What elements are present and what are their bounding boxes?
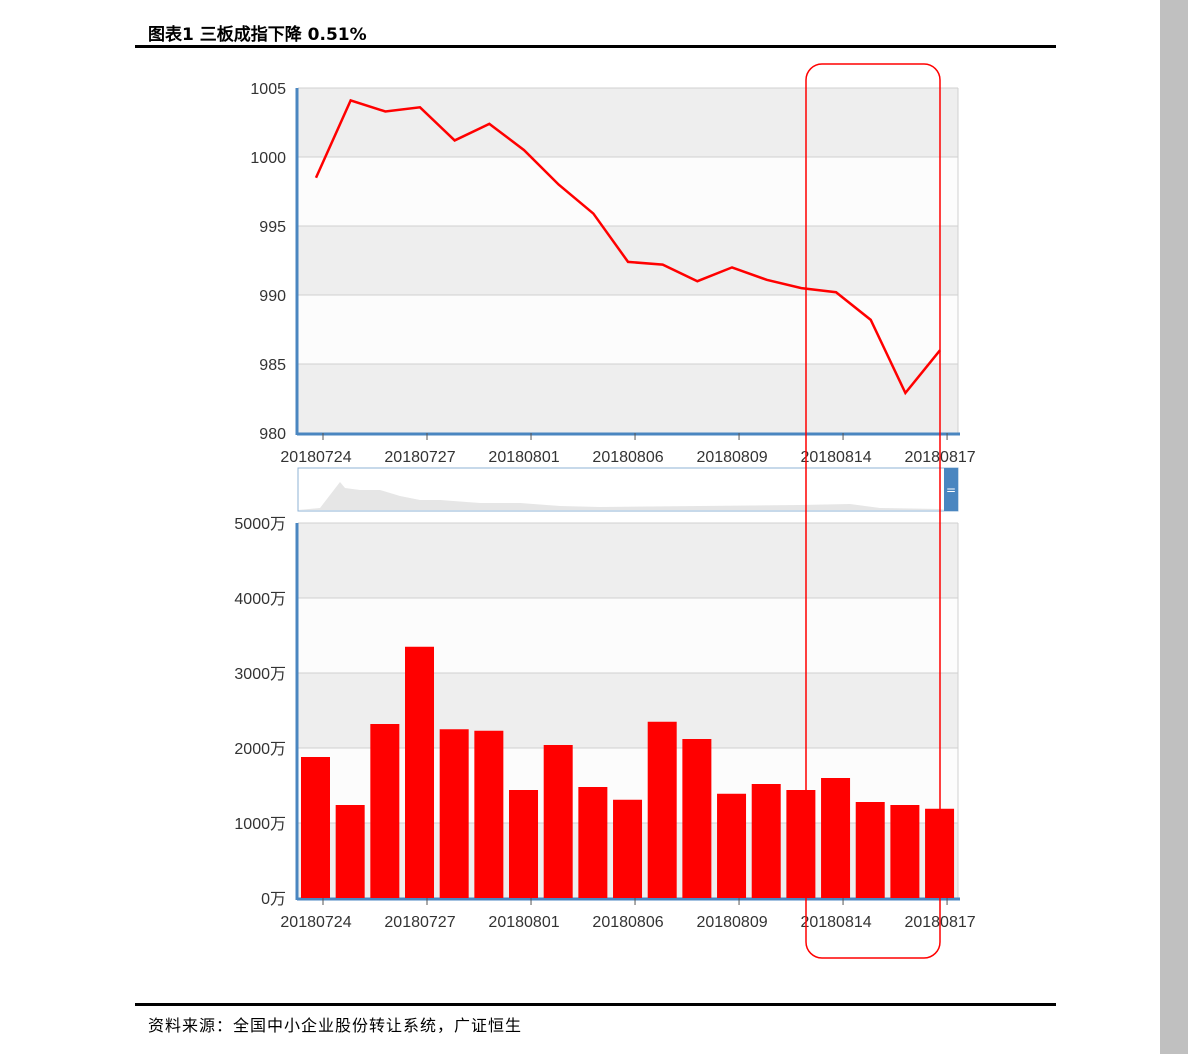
bottom-rule [135,1003,1056,1006]
volume-bar [301,757,330,898]
x-tick-label: 20180806 [592,914,663,931]
x-tick-label: 20180727 [384,914,455,931]
x-tick-label: 20180724 [280,449,351,466]
slider-handle-grip-icon: = [946,483,956,497]
volume-bar [474,730,504,898]
x-tick-label: 20180727 [384,449,455,466]
volume-bar [717,793,747,898]
volume-bar [682,739,712,898]
y-tick-label: 995 [259,219,286,236]
x-tick-label: 20180809 [696,449,767,466]
y-tick-label: 1005 [250,81,286,98]
x-tick-label: 20180814 [800,449,871,466]
volume-bar [405,646,435,898]
grid-band [298,295,958,364]
volume-bar [786,790,816,898]
grid-band [298,523,958,598]
y-tick-label: 3000万 [234,666,286,683]
y-tick-label: 4000万 [234,591,286,608]
grid-band [298,364,958,433]
y-tick-label: 980 [259,426,286,443]
x-tick-label: 20180724 [280,914,351,931]
source-note: 资料来源：全国中小企业股份转让系统，广证恒生 [148,1016,523,1035]
grid-band [298,598,958,673]
y-tick-label: 1000 [250,150,286,167]
figure-title: 图表1 三板成指下降 0.51% [148,25,367,45]
volume-bar [821,778,851,898]
grid-band [298,157,958,226]
volume-bar [890,805,920,898]
volume-bar [613,799,643,898]
volume-bar [855,802,885,898]
top-rule [135,45,1056,48]
x-tick-label: 20180814 [800,914,871,931]
volume-bar [578,787,608,898]
volume-bar [647,721,677,898]
volume-bar [370,724,400,898]
y-tick-label: 990 [259,288,286,305]
volume-bar [751,784,781,898]
slider-handle [944,468,958,511]
slider-preview-area [298,482,946,510]
volume-bar [509,790,539,898]
x-tick-label: 20180809 [696,914,767,931]
grid-band [298,88,958,157]
y-tick-label: 2000万 [234,741,286,758]
x-tick-label: 20180806 [592,449,663,466]
highlight-box [805,63,941,959]
y-tick-label: 985 [259,357,286,374]
volume-bar [543,745,573,898]
x-tick-label: 20180801 [488,914,559,931]
y-tick-label: 1000万 [234,816,286,833]
volume-bar [439,729,469,898]
page-scrollbar[interactable] [1160,0,1188,1054]
volume-bar [335,805,365,898]
y-tick-label: 0万 [261,891,286,908]
x-tick-label: 20180801 [488,449,559,466]
y-tick-label: 5000万 [234,516,286,533]
